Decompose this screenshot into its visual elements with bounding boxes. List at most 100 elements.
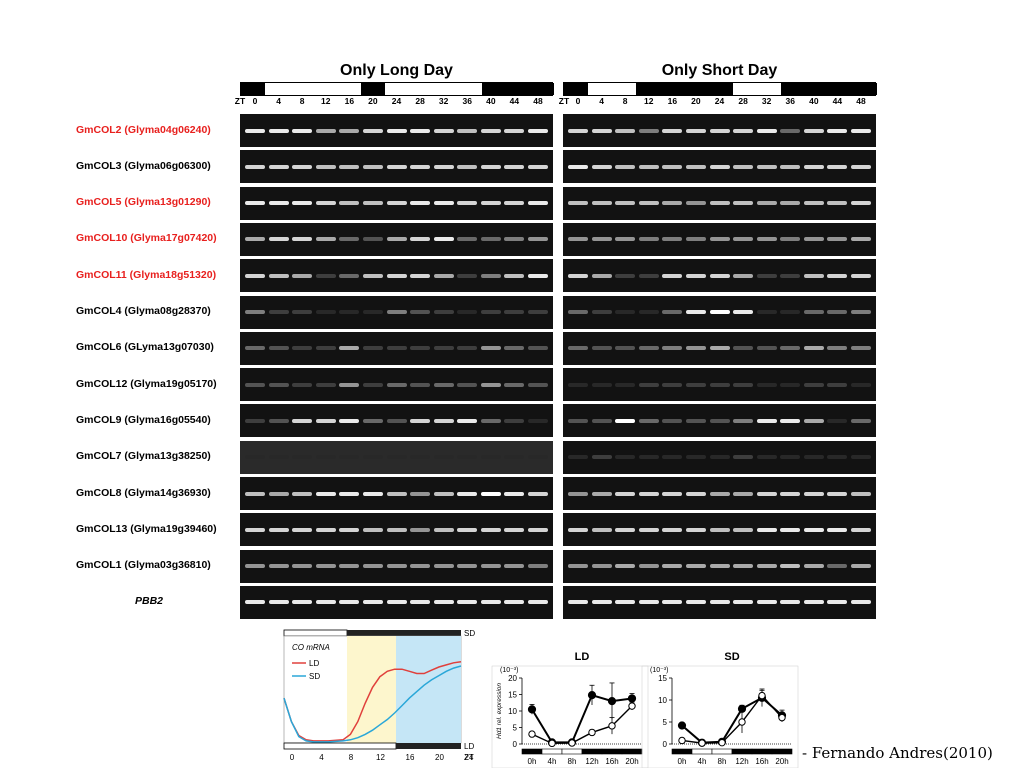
hd1-ld-chart: LD (10⁻³) Hd1 rel. expression 0 5 10 15 20 0h 4h 8… [491,651,649,768]
gel-band [638,491,659,496]
gel-band [615,418,636,423]
gel-band [433,237,454,242]
gel-band [292,491,313,496]
data-point-filled [527,705,537,714]
zt-tick-label: 8 [299,96,305,106]
gel-band [851,527,871,532]
gel-band [733,455,754,460]
photoperiod-segment-dark [581,748,603,755]
gel-band [685,273,706,278]
zt-tick-label: 4 [276,96,281,106]
gel-band [756,237,777,242]
zt-tick-label: 40 [809,96,819,106]
gel-band [528,527,548,532]
gel-band [709,273,730,278]
gel-band [528,455,548,460]
gel-band [268,455,289,460]
gel-band [504,455,525,460]
gel-band [803,491,824,496]
gel-band [615,273,636,278]
gel-band [268,201,289,206]
gel-band [433,346,454,351]
gel-band [528,128,548,133]
gel-band [362,600,383,605]
gel-band [615,455,636,460]
gel-band [457,600,478,605]
gel-band [386,346,407,351]
gel-band [457,491,478,496]
gel-band [292,201,313,206]
gel-band [615,527,636,532]
gel-band [528,237,548,242]
gel-band [733,491,754,496]
x-tick-label: 12 [376,753,385,762]
gel-band [780,128,801,133]
zt-tick-label: 12 [321,96,331,106]
chart-title: LD [575,651,590,663]
gel-band [386,600,407,605]
gel-band [803,164,824,169]
gel-band [315,273,336,278]
gel-band [480,164,501,169]
gel-band [803,237,824,242]
zt-tick-label: 0 [252,96,258,106]
gel-band [851,564,871,569]
photoperiod-segment-light [711,748,733,755]
data-point-filled [627,694,637,703]
photoperiod-segment-light [732,83,758,95]
gel-band [410,201,431,206]
zt-tick-label: 36 [462,96,472,106]
gel-band [268,164,289,169]
gel-band [504,201,525,206]
gel-band [638,346,659,351]
series-line-open [531,705,633,745]
data-point-open [778,713,786,722]
gel-band [709,128,730,133]
gel-band [709,455,730,460]
top-bar-label: SD [464,629,475,638]
gel-band [568,382,588,387]
gel-band [615,382,636,387]
gel-band [504,527,525,532]
photoperiod-segment-dark [529,83,555,95]
gel-band [780,273,801,278]
series-line-filled [681,696,783,744]
gel-band [433,273,454,278]
gel-band [756,600,777,605]
gel-band [662,382,683,387]
gel-band [504,346,525,351]
gel-band [292,527,313,532]
gel-band [803,418,824,423]
gel-band [386,237,407,242]
y-tick-label: 5 [513,724,518,733]
x-tick-label: 16h [755,757,768,766]
gel-band [591,164,612,169]
gel-band [339,346,360,351]
gel-band [780,346,801,351]
gel-band [480,564,501,569]
x-tick-labels: 0 4 8 12 16 20 24 [290,753,474,762]
gel-band [662,310,683,314]
short-day-title: Only Short Day [661,62,778,79]
y-tick-label: 5 [663,718,668,727]
gel-band [568,237,588,242]
gel-band [662,128,683,133]
gel-band [245,455,265,460]
data-point-filled [677,721,687,730]
gel-band [568,310,588,314]
gel-band [480,455,501,460]
gel-band [780,527,801,532]
gel-band [480,491,501,496]
gel-band [780,201,801,206]
gel-band [662,237,683,242]
gel-band [709,418,730,423]
gel-band [480,237,501,242]
gel-band [315,310,336,314]
gel-band [528,382,548,387]
gel-band [433,128,454,133]
gel-band [851,418,871,423]
gel-band [827,346,848,351]
gel-band [827,491,848,496]
data-point-open [628,702,636,710]
gel-band [528,164,548,169]
